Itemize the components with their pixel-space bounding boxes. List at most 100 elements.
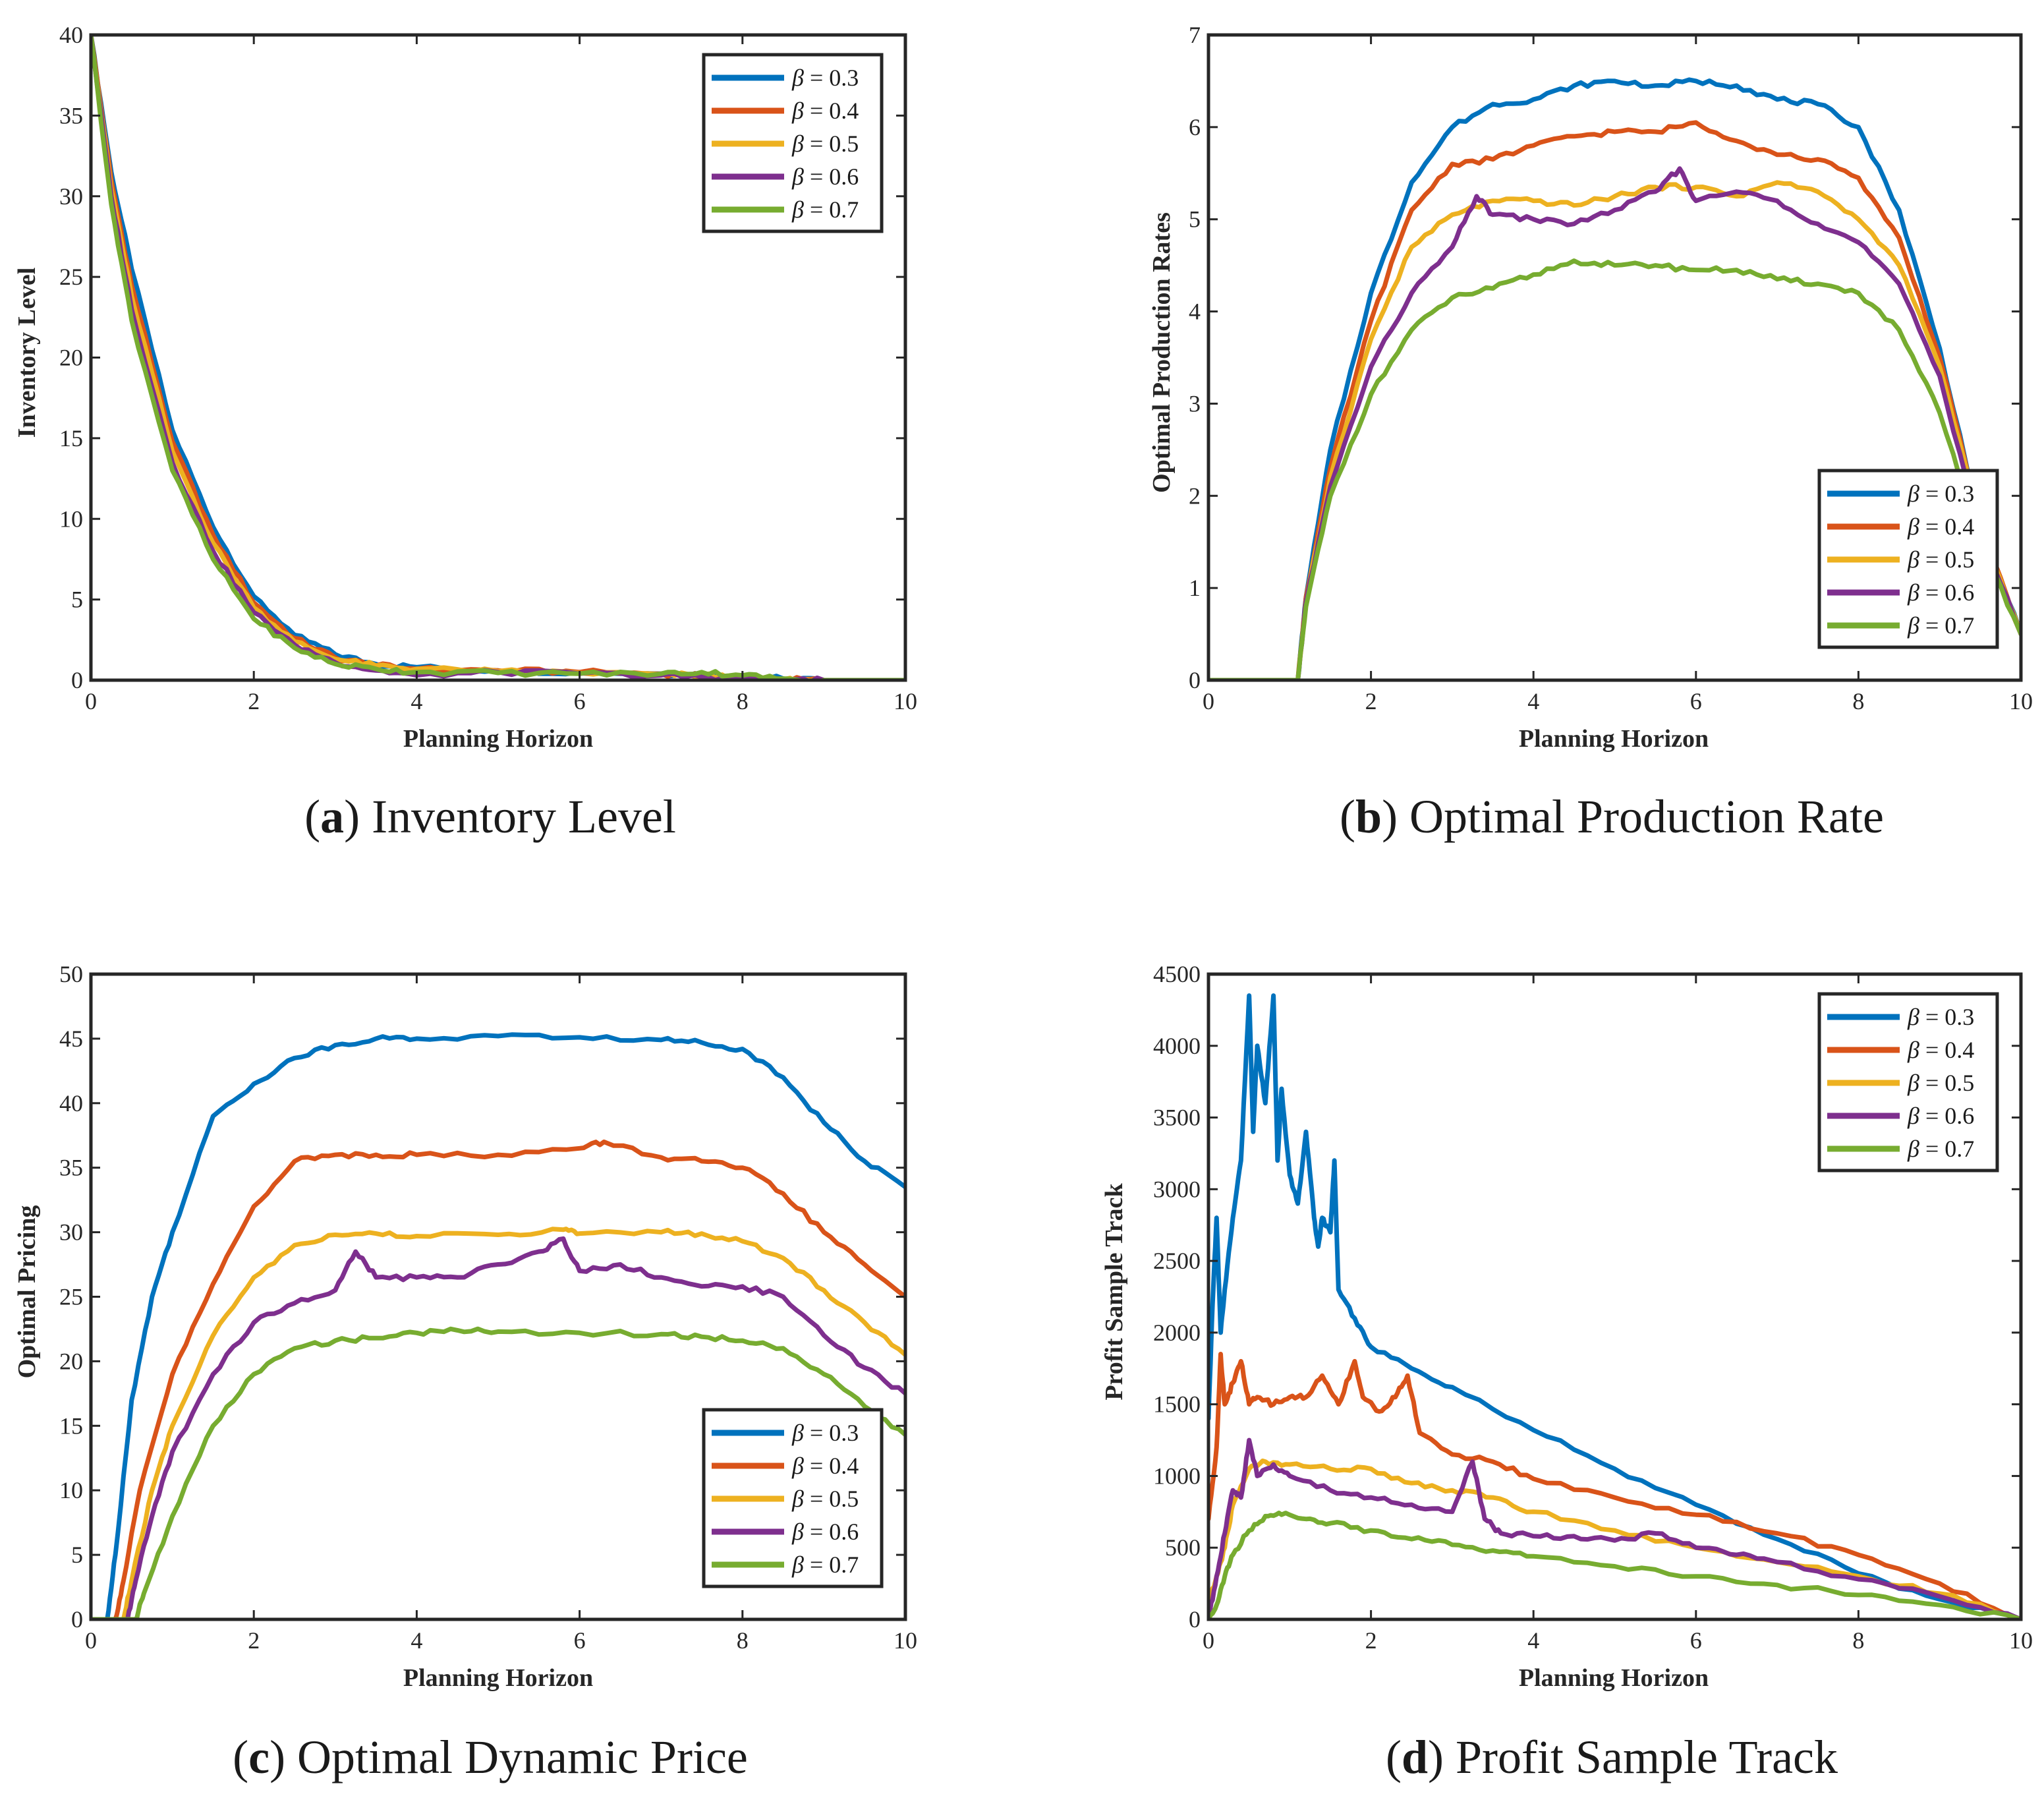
y-tick-label: 20 — [59, 1348, 83, 1374]
y-tick-label: 2000 — [1153, 1319, 1201, 1346]
caption-title: Optimal Dynamic Price — [297, 1731, 748, 1783]
y-tick-label: 5 — [1189, 206, 1201, 233]
series-line-beta-0.6 — [1208, 1437, 2021, 1619]
legend: β = 0.3 β = 0.4 β = 0.5 β = 0.6 β = 0.7 — [1817, 469, 1999, 649]
x-tick-label: 6 — [1690, 1627, 1702, 1654]
y-tick-label: 6 — [1189, 114, 1201, 140]
x-tick-label: 10 — [2009, 1627, 2033, 1654]
x-tick-label: 4 — [1527, 688, 1539, 714]
y-tick-label: 40 — [59, 1090, 83, 1116]
y-tick-label: 2500 — [1153, 1248, 1201, 1274]
y-tick-label: 4500 — [1153, 961, 1201, 987]
panel-a-inventory-level: Inventory Level Planning Horizon (a) Inv… — [13, 22, 917, 843]
x-tick-label: 6 — [574, 1627, 586, 1654]
caption-title: Optimal Production Rate — [1409, 790, 1884, 843]
legend-label-beta-0.5: β = 0.5 — [791, 1486, 859, 1512]
y-axis-label: Profit Sample Track — [1100, 1182, 1128, 1400]
x-axis-label: Planning Horizon — [403, 1664, 593, 1692]
legend-label-beta-0.4: β = 0.4 — [791, 98, 859, 124]
legend-label-beta-0.6: β = 0.6 — [1907, 579, 1974, 606]
panel-b-optimal-production-rate: Optimal Production Rates Planning Horizo… — [1148, 22, 2033, 843]
x-tick-label: 2 — [1365, 688, 1377, 714]
legend-label-beta-0.7: β = 0.7 — [1907, 1136, 1974, 1162]
legend: β = 0.3 β = 0.4 β = 0.5 β = 0.6 β = 0.7 — [1817, 992, 1999, 1173]
y-tick-label: 45 — [59, 1026, 83, 1052]
y-tick-label: 0 — [1189, 1606, 1201, 1633]
y-tick-label: 4 — [1189, 299, 1201, 325]
caption-letter: c — [248, 1731, 270, 1783]
series-line-beta-0.3 — [1208, 993, 2021, 1619]
y-tick-label: 1 — [1189, 575, 1201, 601]
x-tick-label: 8 — [737, 1627, 749, 1654]
y-tick-label: 10 — [59, 1477, 83, 1503]
x-tick-label: 10 — [894, 688, 917, 714]
legend: β = 0.3 β = 0.4 β = 0.5 β = 0.6 β = 0.7 — [702, 1408, 884, 1588]
x-tick-label: 6 — [574, 688, 586, 714]
legend-label-beta-0.7: β = 0.7 — [1907, 612, 1974, 639]
caption-title: Inventory Level — [372, 790, 676, 843]
y-tick-label: 4000 — [1153, 1033, 1201, 1059]
series-line-beta-0.5 — [1208, 180, 2021, 680]
y-axis-label: Inventory Level — [13, 268, 41, 438]
series-line-beta-0.6 — [91, 1236, 905, 1619]
caption-letter: b — [1355, 790, 1382, 843]
panel-d-profit-sample-track: Profit Sample Track Planning Horizon (d)… — [1100, 961, 2033, 1783]
y-tick-label: 3000 — [1153, 1176, 1201, 1202]
series-line-beta-0.3 — [91, 1032, 905, 1619]
caption: (b) Optimal Production Rate — [1340, 790, 1884, 843]
legend: β = 0.3 β = 0.4 β = 0.5 β = 0.6 β = 0.7 — [702, 53, 884, 233]
x-axis-label: Planning Horizon — [1519, 725, 1709, 753]
x-tick-label: 4 — [411, 688, 422, 714]
legend-label-beta-0.5: β = 0.5 — [1907, 546, 1974, 573]
series-line-beta-0.4 — [1208, 120, 2021, 680]
caption-title: Profit Sample Track — [1456, 1731, 1838, 1783]
legend-label-beta-0.3: β = 0.3 — [1907, 480, 1974, 507]
y-tick-label: 50 — [59, 961, 83, 987]
x-tick-label: 2 — [248, 1627, 260, 1654]
panel-c-optimal-dynamic-price: Optimal Pricing Planning Horizon (c) Opt… — [13, 961, 917, 1783]
y-axis-label: Optimal Production Rates — [1148, 212, 1176, 493]
legend-box — [1817, 992, 1999, 1173]
axes-box — [1207, 33, 2023, 682]
x-tick-label: 2 — [1365, 1627, 1377, 1654]
y-tick-label: 3500 — [1153, 1105, 1201, 1131]
y-tick-label: 500 — [1165, 1534, 1201, 1561]
legend-label-beta-0.7: β = 0.7 — [791, 196, 859, 223]
legend-label-beta-0.6: β = 0.6 — [1907, 1103, 1974, 1129]
legend-label-beta-0.6: β = 0.6 — [791, 163, 859, 190]
legend-label-beta-0.5: β = 0.5 — [791, 130, 859, 157]
series-line-beta-0.5 — [91, 1227, 905, 1619]
y-tick-label: 20 — [59, 345, 83, 371]
x-tick-label: 4 — [1527, 1627, 1539, 1654]
y-tick-label: 30 — [59, 183, 83, 210]
y-tick-label: 40 — [59, 22, 83, 48]
axes-box — [1207, 972, 2023, 1621]
y-tick-label: 0 — [71, 667, 83, 693]
y-tick-label: 35 — [59, 1155, 83, 1181]
y-tick-label: 5 — [71, 587, 83, 613]
series-line-beta-0.7 — [1208, 1511, 2021, 1619]
x-tick-label: 0 — [1203, 688, 1214, 714]
y-tick-label: 35 — [59, 102, 83, 129]
y-tick-label: 30 — [59, 1219, 83, 1246]
legend-label-beta-0.6: β = 0.6 — [791, 1519, 859, 1545]
legend-label-beta-0.4: β = 0.4 — [791, 1453, 859, 1479]
x-tick-label: 8 — [1852, 1627, 1864, 1654]
y-axis-label: Optimal Pricing — [13, 1205, 41, 1379]
y-tick-label: 0 — [1189, 667, 1201, 693]
y-tick-label: 0 — [71, 1606, 83, 1633]
series-line-beta-0.7 — [91, 35, 905, 680]
y-tick-label: 7 — [1189, 22, 1201, 48]
x-tick-label: 6 — [1690, 688, 1702, 714]
series-line-beta-0.4 — [1208, 1352, 2021, 1619]
x-tick-label: 8 — [737, 688, 749, 714]
x-axis-label: Planning Horizon — [1519, 1664, 1709, 1692]
legend-label-beta-0.3: β = 0.3 — [1907, 1004, 1974, 1030]
series-line-beta-0.6 — [1208, 166, 2021, 680]
x-tick-label: 10 — [894, 1627, 917, 1654]
x-axis-label: Planning Horizon — [403, 725, 593, 753]
x-tick-label: 8 — [1852, 688, 1864, 714]
x-tick-label: 0 — [85, 688, 97, 714]
y-tick-label: 10 — [59, 506, 83, 532]
